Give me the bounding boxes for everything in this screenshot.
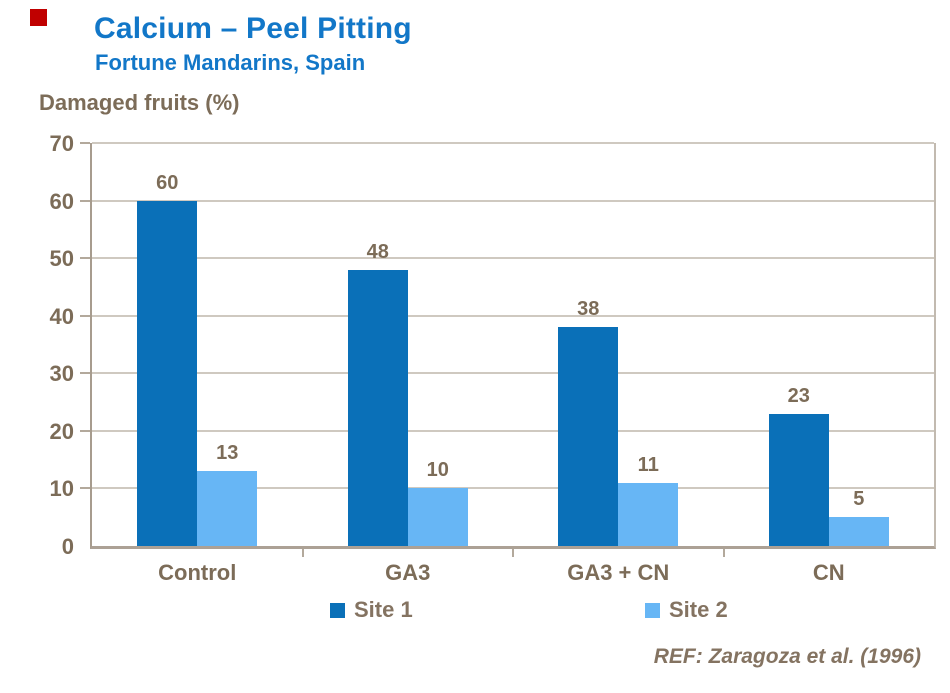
bar-site2-ga3cn (618, 482, 679, 546)
bar-value-label: 38 (577, 298, 600, 321)
y-axis-tick-10 (80, 487, 90, 490)
bar-value-label: 10 (426, 459, 449, 482)
x-axis-tick (512, 549, 514, 557)
bar-site1-ga3cn (558, 327, 619, 546)
x-category-label-ga3: GA3 (385, 560, 431, 585)
legend-item-site2: Site 2 (645, 597, 728, 623)
bar-value-label: 13 (216, 442, 239, 465)
legend-label-site1: Site 1 (354, 597, 413, 622)
y-axis-tick-70 (80, 142, 90, 144)
chart-subtitle: Fortune Mandarins, Spain (95, 50, 366, 75)
y-tick-label-30: 30 (49, 361, 74, 387)
bar-site1-cn (768, 413, 829, 546)
y-axis-tick-60 (80, 199, 90, 202)
legend-label-site2: Site 2 (669, 597, 728, 622)
x-category-label-control: Control (158, 560, 237, 585)
y-axis-title: Damaged fruits (%) (39, 90, 240, 115)
bar-site2-cn (828, 517, 889, 546)
bar-value-label: 5 (853, 488, 865, 511)
gridline-y-50 (92, 257, 934, 260)
gridline-y-60 (92, 199, 934, 202)
bar-value-label: 23 (787, 384, 810, 407)
y-tick-label-40: 40 (49, 303, 74, 329)
bar-site1-ga3 (347, 269, 408, 546)
plot-area: 0 10 20 30 40 50 60 70 60 13 Control 48 10 GA3 38 11 GA3… (50, 131, 936, 585)
x-axis-tick (301, 549, 304, 557)
x-category-label-cn: CN (812, 560, 845, 585)
gridline-y-30 (92, 372, 934, 375)
bar-value-label: 11 (637, 453, 659, 476)
y-tick-label-0: 0 (61, 534, 74, 559)
legend-marker-site2 (645, 602, 660, 618)
reference-citation: REF: Zaragoza et al. (1996) (653, 645, 921, 668)
bar-value-label: 60 (156, 171, 179, 194)
y-tick-label-70: 70 (49, 131, 74, 156)
chart-title: Calcium – Peel Pitting (94, 12, 412, 45)
bar-site2-control (197, 471, 258, 546)
bar-site1-control (137, 200, 198, 546)
y-axis-tick-40 (80, 314, 90, 317)
gridline-y-10 (92, 487, 934, 490)
y-axis-tick-50 (80, 257, 90, 260)
gridline-y-40 (92, 314, 934, 317)
red-square-decoration (30, 9, 47, 26)
y-axis-tick-20 (80, 429, 90, 432)
y-tick-label-10: 10 (49, 476, 74, 502)
x-category-label-ga3cn: GA3 + CN (567, 560, 670, 585)
x-axis-tick (722, 549, 725, 557)
y-tick-label-20: 20 (49, 418, 74, 444)
bar-value-label: 48 (366, 240, 389, 263)
legend-item-site1: Site 1 (330, 597, 413, 623)
bar-site2-ga3 (407, 488, 468, 546)
y-tick-label-50: 50 (49, 246, 74, 272)
gridline-y-20 (92, 429, 934, 432)
y-axis-tick-30 (80, 372, 90, 375)
y-tick-label-60: 60 (49, 188, 74, 214)
legend-marker-site1 (330, 602, 345, 618)
gridline-y-70 (92, 142, 934, 144)
